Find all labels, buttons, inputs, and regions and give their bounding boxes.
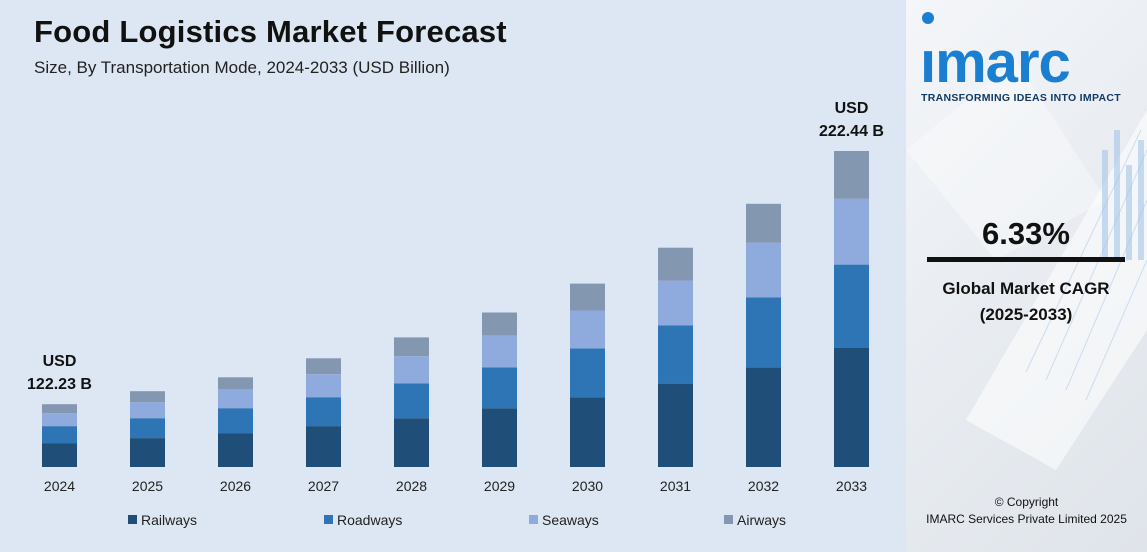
x-tick-label-2031: 2031 xyxy=(660,478,691,494)
legend-swatch-railways xyxy=(128,515,137,524)
legend-swatch-seaways xyxy=(529,515,538,524)
sidebar: ımarc TRANSFORMING IDEAS INTO IMPACT 6.3… xyxy=(906,0,1147,552)
bar-airways-2033 xyxy=(834,151,869,199)
bar-railways-2031 xyxy=(658,383,693,467)
bar-airways-2027 xyxy=(306,358,341,375)
bar-seaways-2026 xyxy=(218,389,253,409)
cagr-divider xyxy=(927,257,1125,262)
bar-airways-2032 xyxy=(746,203,781,243)
bar-seaways-2027 xyxy=(306,374,341,398)
bar-airways-2025 xyxy=(130,391,165,403)
x-tick-label-2027: 2027 xyxy=(308,478,339,494)
bar-roadways-2032 xyxy=(746,297,781,368)
logo-tagline: TRANSFORMING IDEAS INTO IMPACT xyxy=(921,92,1121,104)
bar-roadways-2025 xyxy=(130,418,165,439)
bar-roadways-2033 xyxy=(834,264,869,348)
bar-airways-2030 xyxy=(570,283,605,311)
bar-seaways-2030 xyxy=(570,310,605,349)
bar-railways-2028 xyxy=(394,418,429,467)
x-tick-label-2025: 2025 xyxy=(132,478,163,494)
stacked-bar-chart: 2024 2025 2026 2027 2028 2029 2030 2031 2032 2033… xyxy=(27,100,884,528)
bar-seaways-2025 xyxy=(130,402,165,419)
bar-seaways-2029 xyxy=(482,335,517,368)
bar-seaways-2033 xyxy=(834,198,869,265)
cagr-value: 6.33% xyxy=(982,216,1070,251)
annotation-currency-2033: USD xyxy=(835,100,869,117)
bar-roadways-2028 xyxy=(394,383,429,419)
annotation-value-2033: 222.44 B xyxy=(819,123,884,140)
legend-label-seaways: Seaways xyxy=(542,512,599,528)
bar-airways-2026 xyxy=(218,377,253,390)
x-tick-label-2030: 2030 xyxy=(572,478,603,494)
x-tick-label-2026: 2026 xyxy=(220,478,251,494)
bar-airways-2024 xyxy=(42,404,77,414)
bar-roadways-2030 xyxy=(570,348,605,398)
bar-airways-2028 xyxy=(394,337,429,357)
bar-railways-2032 xyxy=(746,367,781,467)
bar-roadways-2031 xyxy=(658,325,693,384)
bar-railways-2024 xyxy=(42,443,77,467)
legend-swatch-roadways xyxy=(324,515,333,524)
annotation-currency-2024: USD xyxy=(43,353,77,370)
legend-swatch-airways xyxy=(724,515,733,524)
x-tick-label-2032: 2032 xyxy=(748,478,779,494)
cagr-label: Global Market CAGR (2025-2033) xyxy=(916,276,1136,328)
annotation-value-2024: 122.23 B xyxy=(27,376,92,393)
cagr-label-line2: (2025-2033) xyxy=(979,305,1073,324)
bar-railways-2026 xyxy=(218,433,253,467)
copyright: © Copyright IMARC Services Private Limit… xyxy=(906,494,1147,528)
chart-subtitle: Size, By Transportation Mode, 2024-2033 … xyxy=(34,58,450,77)
legend-label-railways: Railways xyxy=(141,512,197,528)
bar-railways-2029 xyxy=(482,408,517,467)
bar-railways-2033 xyxy=(834,347,869,467)
x-tick-label-2029: 2029 xyxy=(484,478,515,494)
bar-roadways-2029 xyxy=(482,367,517,409)
bar-roadways-2024 xyxy=(42,426,77,443)
copyright-line1: © Copyright xyxy=(994,495,1059,509)
cagr-label-line1: Global Market CAGR xyxy=(942,279,1110,298)
x-tick-label-2028: 2028 xyxy=(396,478,427,494)
bar-airways-2031 xyxy=(658,247,693,281)
x-tick-label-2024: 2024 xyxy=(44,478,75,494)
chart-panel: Food Logistics Market Forecast Size, By … xyxy=(0,0,906,552)
legend-label-airways: Airways xyxy=(737,512,786,528)
chart-title: Food Logistics Market Forecast xyxy=(34,14,507,49)
bar-seaways-2031 xyxy=(658,280,693,326)
bar-railways-2025 xyxy=(130,438,165,467)
bar-airways-2029 xyxy=(482,312,517,336)
bar-roadways-2026 xyxy=(218,408,253,434)
bar-seaways-2024 xyxy=(42,413,77,427)
logo-dot-icon xyxy=(922,12,934,24)
bar-seaways-2028 xyxy=(394,356,429,384)
bar-railways-2027 xyxy=(306,426,341,467)
bar-railways-2030 xyxy=(570,397,605,467)
background-chart-graphic xyxy=(906,60,1147,470)
imarc-logo: ımarc xyxy=(920,30,1071,95)
copyright-line2: IMARC Services Private Limited 2025 xyxy=(926,512,1127,526)
bar-seaways-2032 xyxy=(746,242,781,298)
legend-label-roadways: Roadways xyxy=(337,512,402,528)
x-tick-label-2033: 2033 xyxy=(836,478,867,494)
bar-roadways-2027 xyxy=(306,397,341,427)
